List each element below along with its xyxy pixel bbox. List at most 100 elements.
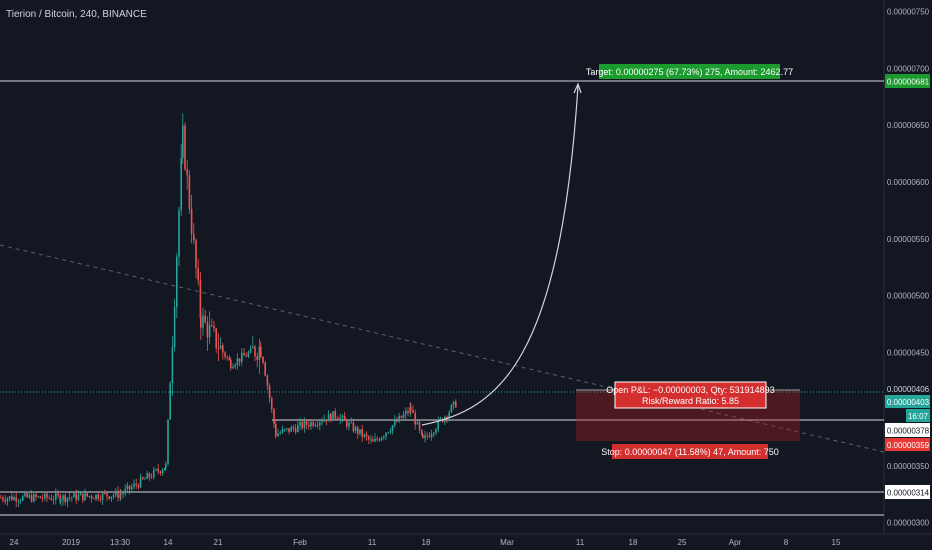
candle-body	[15, 497, 17, 502]
candle-body	[350, 422, 352, 424]
candle-body	[71, 497, 73, 499]
candle-body	[310, 421, 312, 427]
candle-body	[137, 485, 140, 488]
candle-body	[319, 422, 321, 426]
time-tick-label: 14	[164, 538, 173, 547]
candle-body	[416, 422, 419, 425]
candle-body	[35, 494, 37, 497]
candle-body	[204, 315, 206, 323]
candle-body	[206, 322, 209, 338]
candle-body	[312, 421, 314, 426]
candle-body	[249, 348, 252, 353]
candle-body	[139, 477, 142, 488]
candle-body	[414, 413, 416, 425]
candle-body	[26, 493, 28, 498]
candle-body	[376, 438, 378, 440]
candle-body	[243, 352, 245, 356]
candle-body	[213, 325, 215, 329]
candle-body	[202, 315, 204, 328]
candle-body	[8, 496, 11, 499]
low-price-tag	[885, 485, 930, 499]
time-axis[interactable]: 24 2019 13:30 14 21 Feb 11 18 Mar 11 18 25 Apr 8 15	[10, 538, 841, 547]
candle-body	[448, 412, 450, 418]
candle-body	[341, 415, 344, 418]
time-tick-label: 8	[784, 538, 789, 547]
time-tick-label: 11	[576, 538, 585, 547]
candle-body	[439, 418, 442, 420]
time-tick-label: 15	[832, 538, 841, 547]
price-tick-label: 0.00000600	[887, 178, 930, 187]
candle-body	[325, 419, 328, 422]
candle-body	[330, 413, 332, 421]
candle-body	[19, 500, 22, 502]
candle-body	[297, 425, 299, 433]
candle-body	[400, 415, 403, 418]
candle-body	[396, 420, 398, 422]
candle-body	[264, 362, 266, 376]
time-tick-label: Mar	[500, 538, 514, 547]
candle-body	[389, 431, 392, 433]
candle-body	[176, 256, 178, 308]
candle-body	[0, 497, 2, 499]
time-tick-label: 13:30	[110, 538, 131, 547]
candle-body	[359, 429, 361, 434]
projection-arrow[interactable]	[421, 85, 579, 426]
time-tick-label: Apr	[729, 538, 742, 547]
price-tick-label: 0.00000350	[887, 462, 930, 471]
candle-body	[337, 418, 339, 421]
candle-body	[268, 385, 271, 399]
candle-body	[281, 429, 284, 433]
candle-body	[232, 366, 234, 369]
price-tick-label: 0.00000700	[887, 64, 930, 73]
price-tick-label: 0.00000450	[887, 348, 930, 357]
candle-body	[452, 401, 455, 406]
candle-body	[41, 498, 44, 499]
pnl-box[interactable]	[614, 381, 767, 409]
candle-body	[387, 432, 389, 434]
candle-body	[133, 483, 135, 487]
candle-body	[433, 432, 435, 435]
candle-body	[82, 493, 84, 501]
candle-body	[6, 498, 9, 502]
candle-body	[93, 498, 95, 500]
candle-body	[39, 496, 42, 499]
candle-body	[290, 427, 292, 432]
candle-body	[335, 417, 337, 419]
time-tick-label: 25	[678, 538, 687, 547]
candle-body	[135, 483, 137, 486]
candle-body	[215, 328, 217, 348]
candle-body	[167, 419, 169, 464]
candle-body	[57, 493, 59, 496]
candle-body	[52, 499, 55, 501]
candle-body	[374, 438, 376, 442]
stop-label-box[interactable]	[612, 444, 768, 459]
candle-body	[199, 280, 202, 319]
candle-body	[435, 429, 437, 433]
candle-body	[383, 436, 385, 438]
candle-body	[421, 429, 423, 435]
candle-body	[260, 346, 262, 357]
candle-body	[354, 427, 357, 432]
candle-body	[230, 360, 232, 369]
candle-body	[77, 495, 80, 500]
target-price-tag	[885, 74, 930, 88]
candle-body	[142, 477, 144, 479]
candle-body	[428, 436, 431, 438]
candle-body	[286, 428, 288, 430]
candle-body	[101, 493, 104, 500]
price-axis[interactable]: 0.00000750 0.00000700 0.00000650 0.00000600…	[887, 8, 930, 528]
candle-body	[410, 407, 412, 411]
stop-label: Stop: 0.00000047 (11.58%) 47, Amount: 75…	[601, 447, 778, 457]
candle-body	[256, 356, 258, 360]
candle-body	[161, 470, 164, 474]
stop-price-tag	[885, 438, 930, 451]
candle-body	[430, 434, 433, 438]
candle-body	[224, 352, 226, 357]
target-label-box[interactable]	[599, 64, 780, 79]
candle-body	[368, 436, 370, 440]
candle-body	[316, 425, 319, 426]
pnl-label: Open P&L: −0.00000003, Qty: 531914893	[606, 385, 774, 395]
candle-body	[126, 485, 129, 489]
target-label: Target: 0.00000275 (67.73%) 275, Amount:…	[586, 67, 793, 77]
